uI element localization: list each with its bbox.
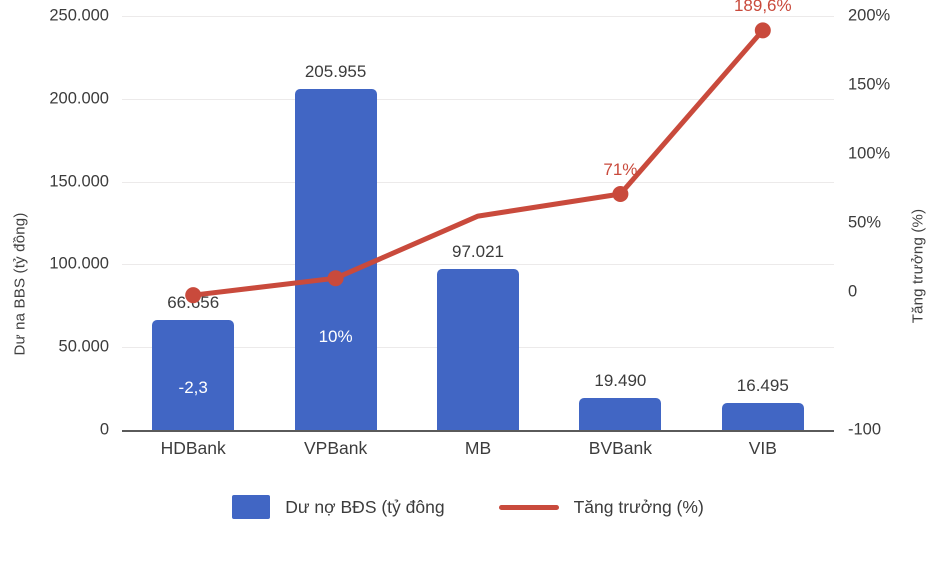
gridline [122,181,834,183]
bar-slot: 97.021 [407,16,549,430]
legend-item[interactable]: Tăng trưởng (%) [498,496,704,518]
line-point-label: 10% [318,326,353,346]
gridline [122,264,834,266]
legend-label: Tăng trưởng (%) [573,496,704,517]
bar-slot: 16.495 [692,16,834,430]
gridline [122,98,834,100]
bar-slot: 19.490 [549,16,691,430]
y-tick-label-left: 150.000 [49,172,109,191]
y-tick-label-left: 250.000 [49,6,109,25]
line-path [190,27,766,298]
x-axis-label: VPBank [303,438,368,458]
line-point-label: -2,3 [178,377,208,397]
bar[interactable] [294,88,377,430]
y-tick-label-right: 0 [848,282,858,301]
y-axis-title-right: Tăng trưởng (%) [909,209,927,324]
bar-value-label: 19.490 [594,370,647,390]
bar-series: 66.656 205.955 97.021 19.490 16.495 [122,16,834,430]
x-axis-label: VIB [748,438,777,458]
y-axis-ticks-right: -100 0 50% 100% 150% 200% [122,7,890,439]
x-axis-label: HDBank [160,438,226,458]
y-tick-label-right: 50% [848,213,882,232]
bar-value-label: 205.955 [304,61,367,81]
y-tick-label-left: 0 [99,420,109,439]
x-axis-labels: HDBank VPBank MB BVBank VIB [122,438,834,468]
bar[interactable] [721,402,804,430]
legend-item[interactable]: Dư nợ BĐS (tỷ đông [232,495,445,519]
x-axis-label: MB [464,438,492,458]
legend-label: Dư nợ BĐS (tỷ đông [285,496,445,517]
bar-value-label: 97.021 [451,242,504,262]
y-tick-label-right: 200% [848,6,891,25]
line-point-label: 71% [603,160,638,180]
legend-swatch-icon [232,495,271,519]
plot-area: 0 50.000 100.000 150.000 200.000 250.000 -100… [49,0,890,439]
bar[interactable] [579,397,662,430]
line-point-marker[interactable] [612,186,629,203]
y-tick-label-right: 100% [848,144,891,163]
bar[interactable] [436,269,519,430]
line-point-marker[interactable] [754,22,771,39]
y-tick-label-left: 100.000 [49,254,109,273]
gridline [122,430,834,432]
bar-slot: 205.955 [264,16,406,430]
line-point-label: 189,6% [733,0,792,16]
y-axis-title-left: Dư na BBS (tỷ đồng) [11,211,29,356]
bar-value-label: 16.495 [736,375,789,395]
x-axis-label: BVBank [588,438,653,458]
legend-line-icon [498,504,559,510]
bar[interactable] [152,319,235,430]
y-tick-label-left: 50.000 [58,337,109,356]
chart-legend: Dư nợ BĐS (tỷ đông Tăng trưởng (%) [0,495,936,519]
gridline [122,16,834,17]
y-tick-label-left: 200.000 [49,89,109,108]
y-axis-ticks-left: 0 50.000 100.000 150.000 200.000 250.000 [49,7,834,439]
bar-slot: 66.656 [122,16,264,430]
line-point-marker[interactable] [327,270,344,287]
line-series [185,22,771,304]
line-point-marker[interactable] [185,287,202,304]
y-tick-label-right: -100 [848,420,882,439]
y-tick-label-right: 150% [848,75,891,94]
